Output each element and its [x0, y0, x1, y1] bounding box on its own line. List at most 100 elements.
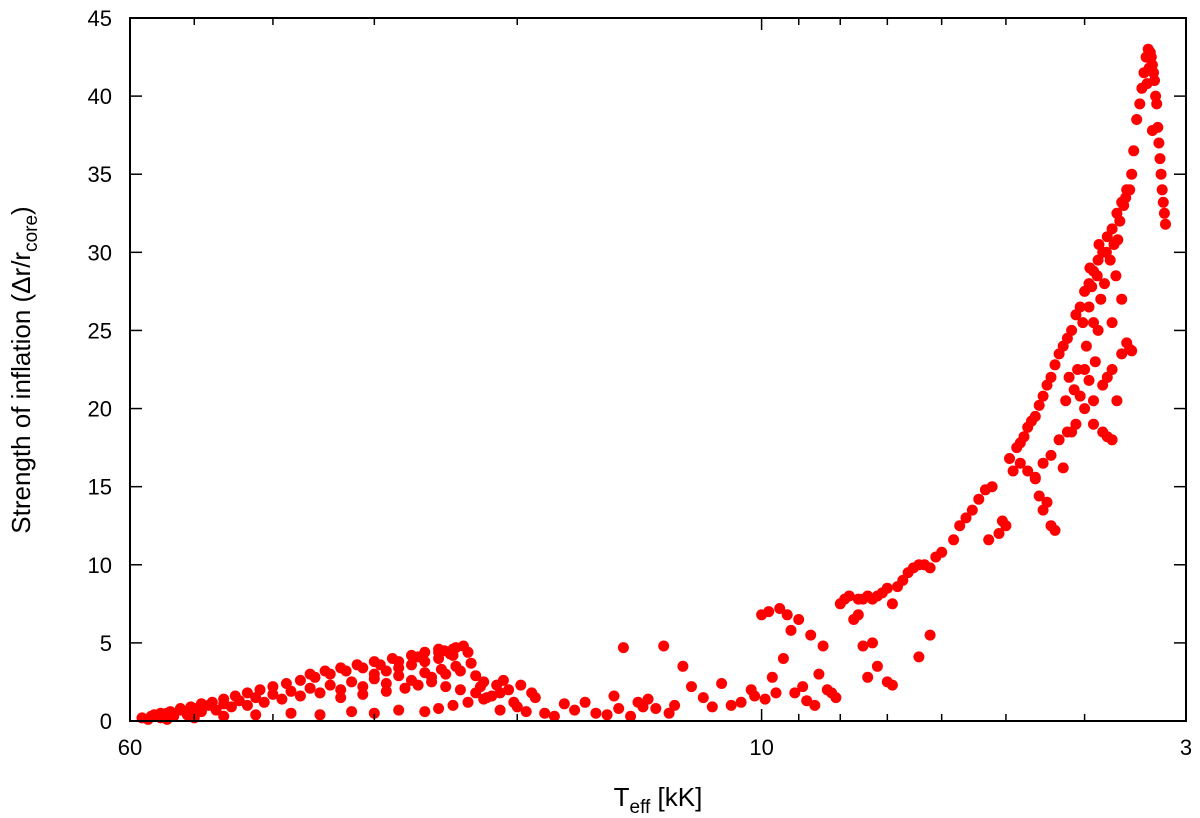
data-point [608, 690, 620, 702]
data-point [558, 698, 570, 710]
data-point [735, 696, 747, 708]
data-point [324, 679, 336, 691]
data-point [335, 684, 347, 696]
data-point [433, 653, 445, 664]
data-point [948, 534, 960, 546]
data-point [1074, 301, 1086, 313]
data-point [335, 692, 347, 704]
data-point [481, 692, 493, 704]
data-point [346, 676, 358, 688]
data-point [258, 696, 270, 708]
data-point [1080, 340, 1092, 352]
data-point [250, 709, 262, 721]
data-point [1116, 293, 1128, 305]
data-point [1116, 348, 1128, 360]
data-point [1004, 453, 1015, 464]
data-point [966, 504, 978, 516]
data-point [1154, 153, 1166, 165]
data-point [1145, 51, 1157, 63]
data-point [1000, 520, 1012, 532]
y-tick-label: 40 [88, 84, 112, 109]
data-point [380, 685, 392, 697]
data-point [1033, 490, 1045, 502]
data-point [304, 668, 316, 680]
data-point [491, 679, 503, 691]
data-point [470, 670, 482, 682]
data-point [357, 688, 369, 700]
data-point [625, 710, 637, 722]
data-point [569, 704, 581, 716]
y-tick-label: 35 [88, 162, 112, 187]
data-point [579, 696, 591, 708]
data-point [1091, 270, 1103, 282]
data-point [766, 671, 778, 683]
data-point [1049, 524, 1061, 536]
data-point [276, 693, 288, 705]
data-point [658, 640, 670, 652]
data-point [1022, 465, 1034, 477]
data-point [886, 679, 898, 691]
data-point [241, 687, 253, 699]
data-point [399, 682, 411, 694]
data-point [174, 704, 186, 716]
data-point [520, 706, 532, 718]
data-point [454, 684, 466, 696]
data-point [809, 699, 821, 711]
axis-ticks [129, 17, 1187, 722]
data-point [1066, 324, 1078, 336]
data-point [426, 676, 438, 688]
data-point [1037, 390, 1049, 402]
data-point [1148, 67, 1159, 79]
data-point [1029, 471, 1041, 483]
data-point [706, 701, 718, 713]
data-point [801, 695, 813, 707]
data-point [813, 668, 825, 680]
data-point [797, 681, 809, 693]
data-point [526, 687, 538, 699]
data-point [650, 703, 662, 714]
data-point [218, 698, 230, 710]
data-point [843, 590, 855, 602]
data-point [393, 662, 405, 674]
data-point [886, 598, 898, 610]
data-point [412, 679, 424, 691]
data-point [1131, 114, 1143, 125]
data-point [781, 609, 793, 621]
data-point [924, 562, 936, 574]
data-point [1057, 462, 1069, 474]
data-point [1007, 465, 1019, 477]
data-point [419, 667, 431, 679]
data-point [1111, 395, 1123, 407]
data-point [1157, 196, 1169, 208]
data-point [1088, 418, 1099, 430]
data-point [357, 681, 369, 693]
data-point [617, 642, 629, 654]
data-point [380, 665, 392, 677]
data-point [1153, 137, 1165, 149]
data-point [304, 682, 316, 694]
data-point [465, 657, 477, 669]
data-point [1077, 317, 1089, 329]
data-point [983, 534, 995, 546]
data-point [508, 696, 520, 708]
data-point [1156, 184, 1168, 196]
data-point [462, 696, 474, 708]
data-point [433, 703, 445, 714]
data-point [777, 653, 789, 664]
data-point [267, 688, 279, 700]
data-point [440, 681, 452, 693]
y-tick-label: 45 [88, 6, 112, 31]
data-point [419, 646, 431, 658]
data-point [406, 659, 417, 671]
y-axis-label: Strength of inflation (Δr/rcore) [6, 206, 42, 533]
data-point [1029, 410, 1041, 422]
data-point [433, 643, 445, 655]
data-point [663, 707, 675, 719]
data-point [897, 574, 909, 586]
data-point [161, 713, 173, 725]
data-point [867, 637, 878, 649]
data-point [1045, 449, 1057, 461]
data-point [1088, 395, 1099, 407]
data-point [368, 707, 380, 719]
y-tick-label: 25 [88, 318, 112, 343]
